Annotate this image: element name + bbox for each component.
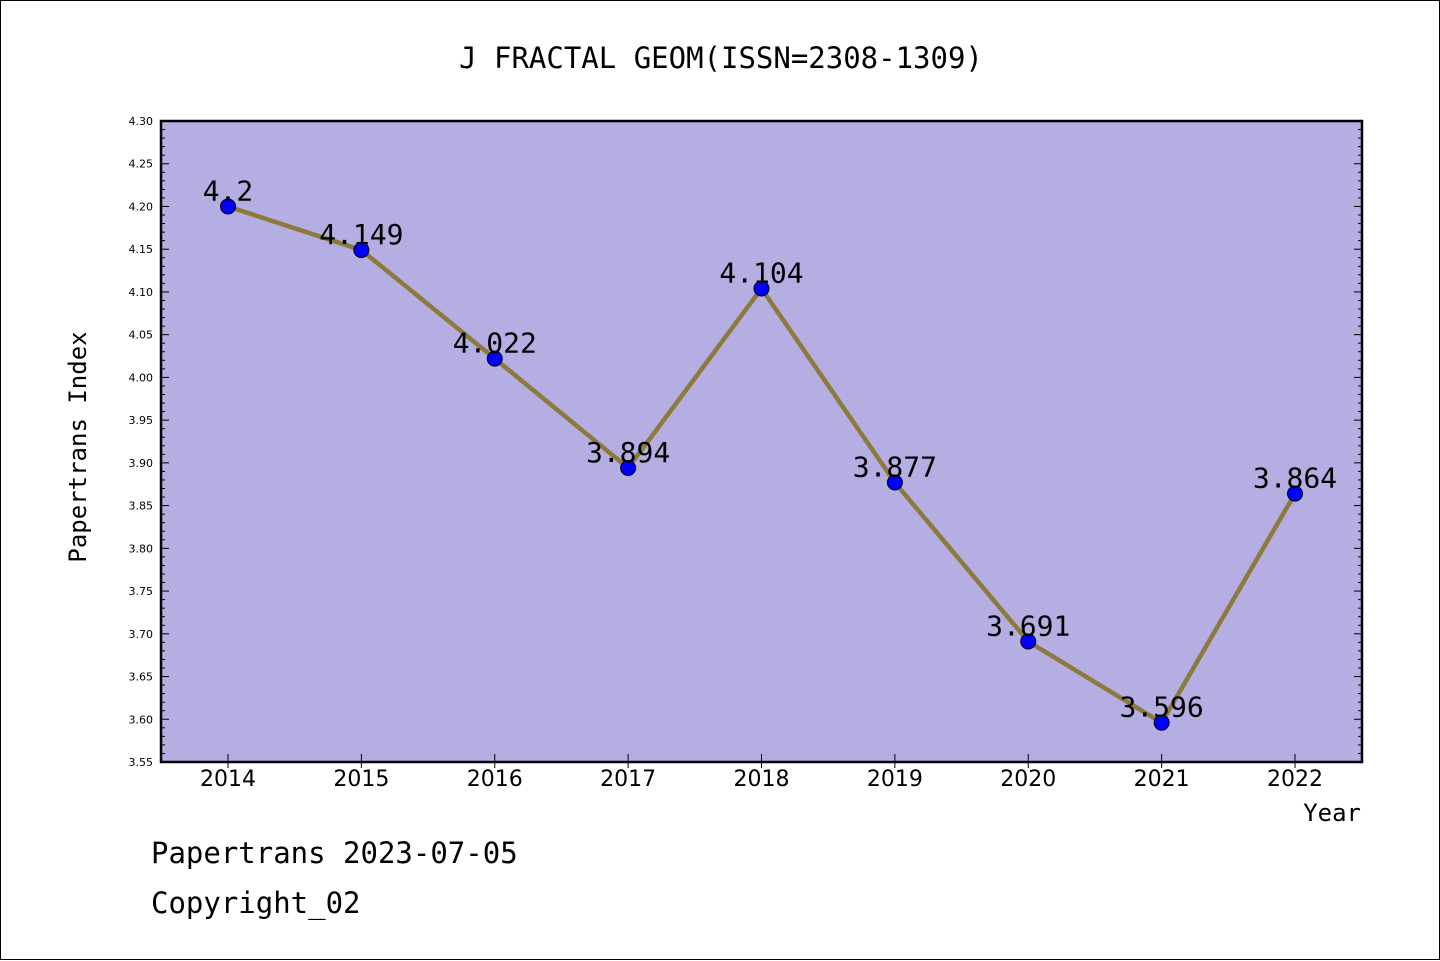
data-point [1020, 633, 1037, 650]
data-point [753, 280, 770, 297]
y-tick-label: 3.55 [129, 756, 154, 769]
y-tick-label: 3.85 [129, 500, 154, 513]
data-point [1287, 485, 1303, 502]
data-point [620, 459, 637, 476]
y-tick-label: 3.65 [129, 671, 154, 684]
x-tick-label: 2021 [1134, 767, 1190, 792]
footer-date: Papertrans 2023-07-05 [151, 836, 518, 870]
y-tick-label: 3.80 [129, 542, 154, 555]
data-label: 3.894 [586, 436, 670, 469]
data-labels: 4.2 4.149 4.022 3.894 4.104 3.877 3.691 3.596 3.… [203, 174, 1337, 723]
data-label: 4.104 [719, 257, 803, 290]
y-tick-label: 3.70 [129, 628, 154, 641]
plot-area [159, 119, 1364, 764]
data-point [1153, 714, 1170, 731]
y-tick-label: 3.95 [129, 414, 154, 427]
footer-copyright: Copyright_02 [151, 886, 361, 920]
data-label: 3.691 [986, 609, 1070, 642]
chart-title: J FRACTAL GEOM(ISSN=2308-1309) [459, 41, 983, 75]
x-tick-label: 2020 [1000, 767, 1056, 792]
data-label: 4.2 [203, 174, 254, 207]
y-tick-label: 4.30 [129, 115, 154, 128]
x-tick-label: 2022 [1267, 767, 1323, 792]
x-tick-label: 2019 [867, 767, 923, 792]
data-point [486, 350, 503, 367]
y-tick-label: 4.10 [129, 286, 154, 299]
y-axis-label: Papertrans Index [64, 331, 92, 562]
data-point [886, 474, 903, 491]
data-label: 4.022 [453, 327, 537, 360]
x-tick-label: 2015 [333, 767, 389, 792]
x-tick-label: 2017 [600, 767, 656, 792]
x-tick-label: 2016 [467, 767, 523, 792]
y-tick-label: 4.05 [129, 329, 154, 342]
data-label: 3.864 [1253, 462, 1337, 495]
y-axis: 3.55 3.60 3.65 3.70 3.75 3.80 3.85 3.90 3.95 4.00… [129, 115, 1362, 769]
x-axis: 2014 2015 2016 2017 2018 2019 2020 2021 2022 [200, 754, 1323, 792]
y-tick-label: 3.75 [129, 585, 154, 598]
data-label: 3.877 [853, 451, 937, 484]
data-point [353, 242, 370, 259]
x-axis-label: Year [1303, 799, 1361, 827]
data-label: 4.149 [319, 218, 403, 251]
y-tick-label: 3.60 [129, 713, 154, 726]
y-tick-label: 4.25 [129, 158, 154, 171]
x-tick-label: 2014 [200, 767, 256, 792]
y-tick-label: 4.00 [129, 371, 154, 384]
series-points [220, 198, 1303, 731]
y-tick-label: 4.20 [129, 200, 154, 213]
x-tick-label: 2018 [734, 767, 790, 792]
y-tick-label: 4.15 [129, 243, 154, 256]
data-label: 3.596 [1119, 691, 1203, 724]
y-tick-label: 3.90 [129, 457, 154, 470]
data-point [220, 198, 236, 215]
